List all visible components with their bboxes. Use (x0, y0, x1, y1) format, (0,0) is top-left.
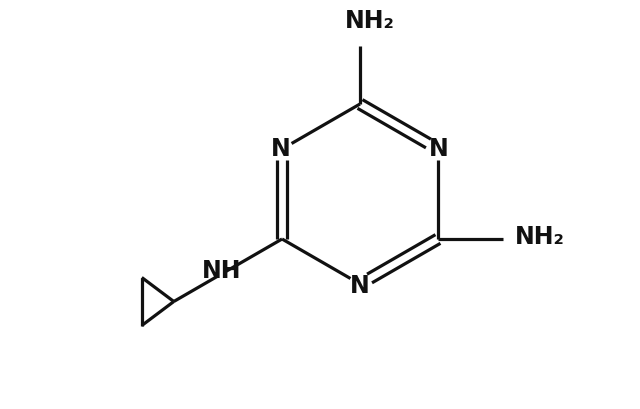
Text: NH: NH (202, 258, 241, 282)
Text: NH₂: NH₂ (345, 9, 395, 33)
Text: NH₂: NH₂ (515, 225, 565, 248)
Text: N: N (350, 273, 370, 297)
Text: N: N (271, 137, 291, 161)
Text: N: N (429, 137, 449, 161)
